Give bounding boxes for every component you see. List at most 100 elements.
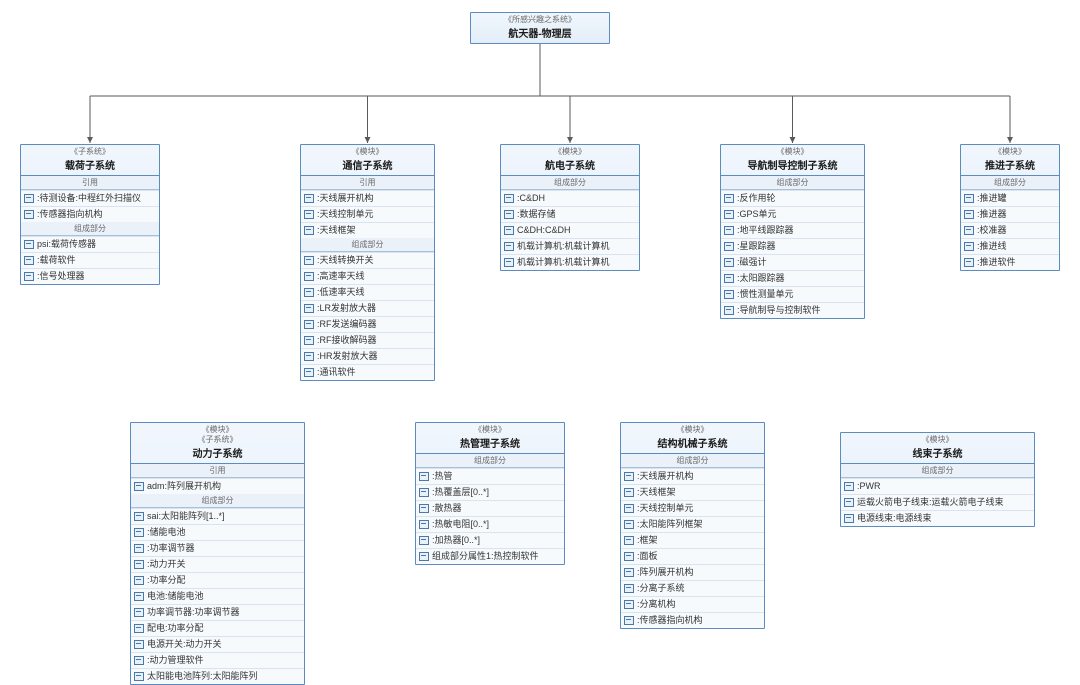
property-text: :热覆盖层[0..*]	[432, 486, 489, 499]
block-title: 线束子系统	[913, 449, 963, 460]
block-title: 热管理子系统	[460, 439, 520, 450]
property-icon	[419, 472, 429, 481]
property-text: :校准器	[977, 224, 1007, 237]
property-row: 电池:储能电池	[131, 588, 304, 604]
block-header: 《模块》推进子系统	[961, 145, 1059, 176]
property-row: :动力管理软件	[131, 652, 304, 668]
property-text: :推进罐	[977, 192, 1007, 205]
property-icon	[24, 240, 34, 249]
property-text: 配电:功率分配	[147, 622, 204, 635]
stereotype-label: 《模块》	[623, 425, 762, 435]
property-text: :惯性测量单元	[737, 288, 794, 301]
property-row: :推进软件	[961, 254, 1059, 270]
property-icon	[724, 290, 734, 299]
property-text: :待测设备:中程红外扫描仪	[37, 192, 141, 205]
property-row: :校准器	[961, 222, 1059, 238]
property-text: :载荷软件	[37, 254, 76, 267]
property-text: :阵列展开机构	[637, 566, 694, 579]
property-icon	[624, 520, 634, 529]
property-row: :推进罐	[961, 190, 1059, 206]
stereotype-label: 《子系统》	[23, 147, 157, 157]
section-label: 组成部分	[21, 222, 159, 236]
property-text: :动力管理软件	[147, 654, 204, 667]
property-text: :推进软件	[977, 256, 1016, 269]
property-row: :功率调节器	[131, 540, 304, 556]
property-icon	[624, 584, 634, 593]
property-icon	[304, 368, 314, 377]
property-icon	[24, 210, 34, 219]
property-text: :LR发射放大器	[317, 302, 376, 315]
property-row: 机载计算机:机载计算机	[501, 238, 639, 254]
property-icon	[504, 194, 514, 203]
uml-block-avionics: 《模块》航电子系统组成部分:C&DH:数据存储C&DH:C&DH机载计算机:机载…	[500, 144, 640, 271]
property-row: :RF发送编码器	[301, 316, 434, 332]
property-row: :载荷软件	[21, 252, 159, 268]
section-label: 组成部分	[131, 494, 304, 508]
property-row: :天线展开机构	[621, 468, 764, 484]
property-row: :太阳能阵列框架	[621, 516, 764, 532]
property-icon	[419, 536, 429, 545]
section-label: 组成部分	[301, 238, 434, 252]
property-text: :PWR	[857, 480, 881, 493]
uml-block-prop: 《模块》推进子系统组成部分:推进罐:推进器:校准器:推进线:推进软件	[960, 144, 1060, 271]
property-text: :高速率天线	[317, 270, 365, 283]
property-icon	[624, 552, 634, 561]
property-row: 电源开关:动力开关	[131, 636, 304, 652]
property-text: 电源开关:动力开关	[147, 638, 222, 651]
block-header: 《子系统》载荷子系统	[21, 145, 159, 176]
property-row: :LR发射放大器	[301, 300, 434, 316]
property-row: :惯性测量单元	[721, 286, 864, 302]
property-icon	[24, 272, 34, 281]
property-row: :天线展开机构	[301, 190, 434, 206]
property-icon	[724, 226, 734, 235]
section-label: 组成部分	[501, 176, 639, 190]
section-label: 组成部分	[841, 464, 1034, 478]
property-row: :天线框架	[621, 484, 764, 500]
block-title: 结构机械子系统	[658, 439, 728, 450]
uml-block-comm: 《模块》通信子系统引用:天线展开机构:天线控制单元:天线框架组成部分:天线转换开…	[300, 144, 435, 381]
stereotype-label: 《模块》	[133, 425, 302, 435]
property-row: 运载火箭电子线束:运载火箭电子线束	[841, 494, 1034, 510]
property-text: :反作用轮	[737, 192, 776, 205]
uml-block-struct: 《模块》结构机械子系统组成部分:天线展开机构:天线框架:天线控制单元:太阳能阵列…	[620, 422, 765, 629]
property-row: :GPS单元	[721, 206, 864, 222]
property-row: :天线控制单元	[301, 206, 434, 222]
property-row: :加热器[0..*]	[416, 532, 564, 548]
block-header: 《模块》导航制导控制子系统	[721, 145, 864, 176]
property-text: :星跟踪器	[737, 240, 776, 253]
property-row: :散热器	[416, 500, 564, 516]
property-icon	[724, 258, 734, 267]
property-row: psi:载荷传感器	[21, 236, 159, 252]
property-icon	[504, 210, 514, 219]
property-text: :磁强计	[737, 256, 767, 269]
property-icon	[504, 242, 514, 251]
property-icon	[134, 656, 144, 665]
property-text: :天线框架	[317, 224, 356, 237]
property-row: :高速率天线	[301, 268, 434, 284]
block-header: 《模块》《子系统》动力子系统	[131, 423, 304, 464]
property-row: :阵列展开机构	[621, 564, 764, 580]
property-row: :PWR	[841, 478, 1034, 494]
stereotype-label: 《模块》	[843, 435, 1032, 445]
block-header: 《模块》线束子系统	[841, 433, 1034, 464]
property-icon	[624, 600, 634, 609]
property-row: :天线转换开关	[301, 252, 434, 268]
property-row: :分离子系统	[621, 580, 764, 596]
property-text: 运载火箭电子线束:运载火箭电子线束	[857, 496, 1004, 509]
property-row: :热管	[416, 468, 564, 484]
property-icon	[724, 194, 734, 203]
property-text: :天线框架	[637, 486, 676, 499]
stereotype-label: 《模块》	[963, 147, 1057, 157]
property-row: :动力开关	[131, 556, 304, 572]
property-text: :散热器	[432, 502, 462, 515]
block-title: 通信子系统	[343, 161, 393, 172]
property-icon	[724, 210, 734, 219]
property-icon	[304, 304, 314, 313]
property-text: 组成部分属性1:热控制软件	[432, 550, 539, 563]
property-text: :太阳跟踪器	[737, 272, 785, 285]
property-text: :分离机构	[637, 598, 676, 611]
property-text: :天线控制单元	[637, 502, 694, 515]
property-icon	[624, 536, 634, 545]
property-row: :功率分配	[131, 572, 304, 588]
property-row: 功率调节器:功率调节器	[131, 604, 304, 620]
